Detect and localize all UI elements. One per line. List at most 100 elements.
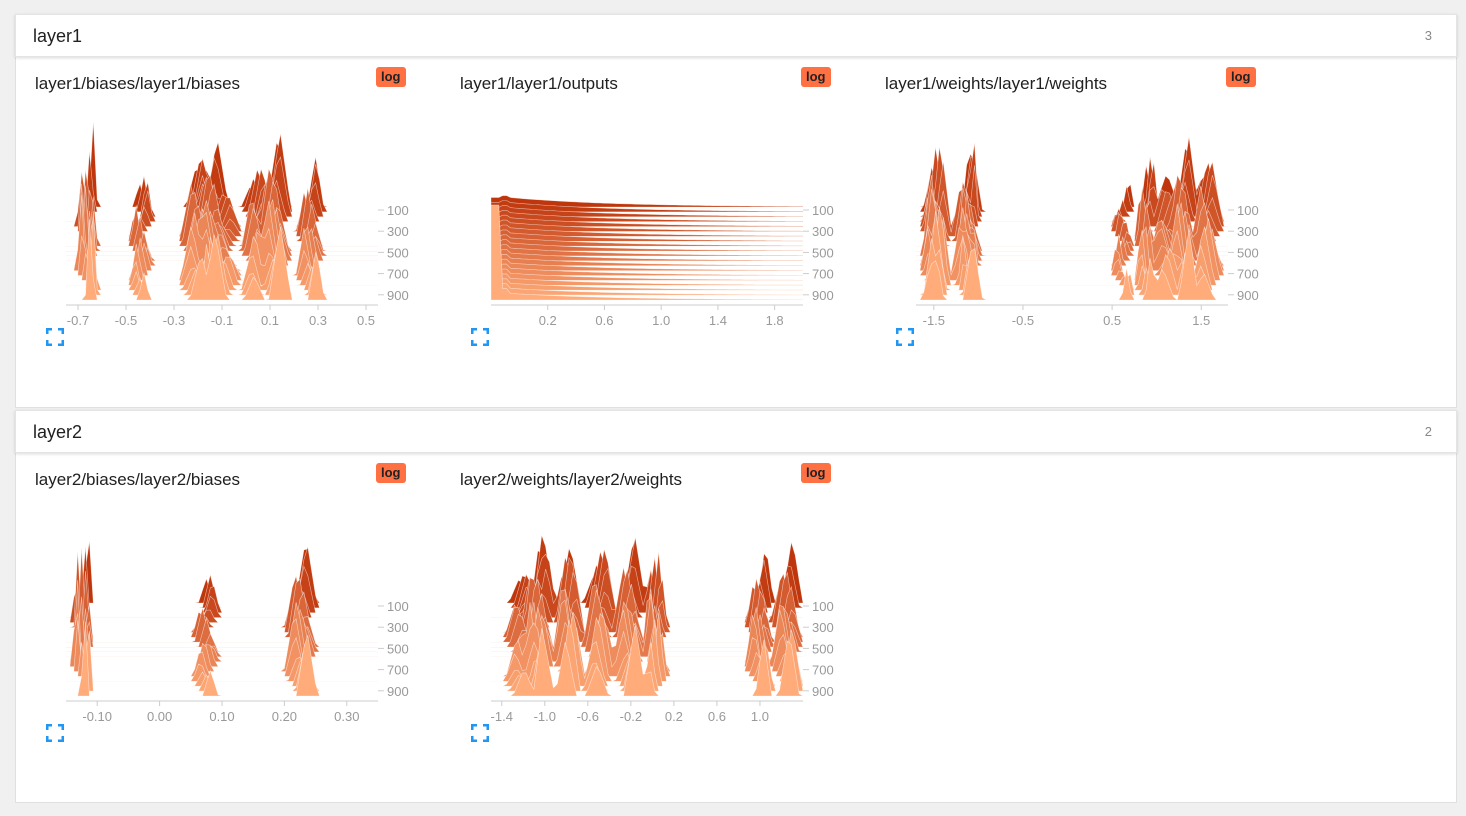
y-tick-label: 100 <box>812 599 834 614</box>
fullscreen-icon[interactable] <box>46 724 64 742</box>
histogram-chart: 0.2 0.6 1.0 1.4 1.8 100 300 500 700 900 <box>490 195 834 328</box>
fullscreen-icon[interactable] <box>471 328 489 346</box>
histogram-slice <box>490 268 804 281</box>
histogram-slice <box>65 185 379 262</box>
histogram-card: layer2/weights/layer2/weights log -1.4 -1… <box>441 453 841 753</box>
group-header-layer2[interactable]: layer2 2 <box>15 410 1457 453</box>
x-tick-label: -1.0 <box>534 709 556 724</box>
histogram-slice <box>490 263 804 276</box>
group-title: layer1 <box>33 26 83 46</box>
histogram-slice <box>65 546 379 609</box>
histogram-slice <box>65 580 379 663</box>
x-tick-label: -0.1 <box>211 313 233 328</box>
histogram-slice <box>490 278 804 291</box>
y-tick-label: 700 <box>812 663 834 678</box>
card-title: layer1/biases/layer1/biases <box>35 74 241 93</box>
x-tick-label: 1.0 <box>652 313 670 328</box>
histogram-slice <box>490 195 804 208</box>
histogram-slice <box>490 254 804 267</box>
histogram-slice <box>490 210 804 222</box>
histogram-slice <box>490 204 804 301</box>
x-tick-label: 0.00 <box>147 709 172 724</box>
x-tick-label: 1.0 <box>751 709 769 724</box>
y-tick-label: 100 <box>387 203 409 218</box>
x-tick-label: 1.8 <box>766 313 784 328</box>
x-tick-label: -0.7 <box>67 313 89 328</box>
y-tick-label: 900 <box>812 288 834 303</box>
group-body-layer2: layer2/biases/layer2/biases log -0.10 0.0… <box>15 453 1457 803</box>
histogram-slice <box>490 200 804 213</box>
histogram-chart: -1.5 -0.5 0.5 1.5 100 300 500 700 900 <box>915 136 1259 328</box>
histogram-slice <box>65 565 379 614</box>
log-toggle-button[interactable]: log <box>376 463 406 483</box>
y-tick-label: 500 <box>387 641 409 656</box>
histogram-card: layer1/biases/layer1/biases log -0.7 -0.5… <box>16 57 416 357</box>
histogram-slice <box>65 195 379 271</box>
group-count: 2 <box>1424 424 1432 439</box>
histogram-chart: -0.7 -0.5 -0.3 -0.1 0.1 0.3 0.5 100 300 500 700 900 <box>65 121 409 328</box>
x-tick-label: -0.10 <box>82 709 112 724</box>
group-body-layer1: layer1/biases/layer1/biases log -0.7 -0.5… <box>15 57 1457 408</box>
histogram-slice <box>490 244 804 257</box>
x-tick-label: -0.2 <box>620 709 642 724</box>
y-tick-label: 500 <box>812 641 834 656</box>
x-tick-label: -0.3 <box>163 313 185 328</box>
histogram-slice <box>65 585 379 623</box>
log-toggle-button[interactable]: log <box>376 67 406 87</box>
log-toggle-button[interactable]: log <box>801 463 831 483</box>
y-tick-label: 300 <box>1237 224 1259 239</box>
x-tick-label: 0.3 <box>309 313 327 328</box>
y-tick-label: 900 <box>812 684 834 699</box>
y-tick-label: 300 <box>812 620 834 635</box>
histogram-slice <box>65 608 379 653</box>
x-tick-label: -1.4 <box>491 709 513 724</box>
histogram-slice <box>490 219 804 232</box>
y-tick-label: 100 <box>387 599 409 614</box>
x-tick-label: 0.6 <box>595 313 613 328</box>
histogram-slice <box>65 547 379 633</box>
log-toggle-button[interactable]: log <box>1226 67 1256 87</box>
y-tick-label: 100 <box>1237 203 1259 218</box>
histogram-card: layer1/weights/layer1/weights log -1.5 -0… <box>866 57 1266 357</box>
x-tick-label: 1.5 <box>1192 313 1210 328</box>
x-tick-label: 0.6 <box>708 709 726 724</box>
y-tick-label: 700 <box>387 267 409 282</box>
x-tick-label: -0.6 <box>577 709 599 724</box>
histogram-slice <box>65 591 379 643</box>
x-tick-label: 1.4 <box>709 313 727 328</box>
x-tick-label: 0.20 <box>272 709 297 724</box>
card-title: layer1/layer1/outputs <box>460 74 618 93</box>
histogram-card: layer1/layer1/outputs log 0.2 0.6 1.0 1.4 1.… <box>441 57 841 357</box>
card-title: layer2/weights/layer2/weights <box>460 470 683 489</box>
histogram-slice <box>65 618 379 672</box>
histogram-slice <box>490 249 804 262</box>
y-tick-label: 500 <box>1237 245 1259 260</box>
y-tick-label: 700 <box>812 267 834 282</box>
x-tick-label: 0.2 <box>665 709 683 724</box>
group-count: 3 <box>1424 28 1432 43</box>
fullscreen-icon[interactable] <box>471 724 489 742</box>
y-tick-label: 300 <box>387 620 409 635</box>
group-title: layer2 <box>33 422 83 442</box>
y-tick-label: 900 <box>387 288 409 303</box>
histogram-slice <box>490 205 804 218</box>
x-tick-label: -0.5 <box>115 313 137 328</box>
log-toggle-button[interactable]: log <box>801 67 831 87</box>
histogram-slice <box>65 631 379 692</box>
histogram-slice <box>491 625 805 697</box>
x-tick-label: -0.5 <box>1012 313 1034 328</box>
group-header-layer1[interactable]: layer1 3 <box>15 14 1457 57</box>
histogram-slice <box>65 551 379 628</box>
fullscreen-icon[interactable] <box>896 328 914 346</box>
histogram-chart: -1.4 -1.0 -0.6 -0.2 0.2 0.6 1.0 100 300 500 700 900 <box>491 535 834 724</box>
histogram-slice <box>490 229 804 242</box>
x-tick-label: 0.5 <box>1103 313 1121 328</box>
fullscreen-icon[interactable] <box>46 328 64 346</box>
y-tick-label: 500 <box>812 245 834 260</box>
histogram-slice <box>490 258 804 271</box>
x-tick-label: 0.2 <box>539 313 557 328</box>
histogram-slice <box>490 224 804 237</box>
card-title: layer2/biases/layer2/biases <box>35 470 241 489</box>
card-title: layer1/weights/layer1/weights <box>885 74 1108 93</box>
histogram-slice <box>66 218 378 301</box>
